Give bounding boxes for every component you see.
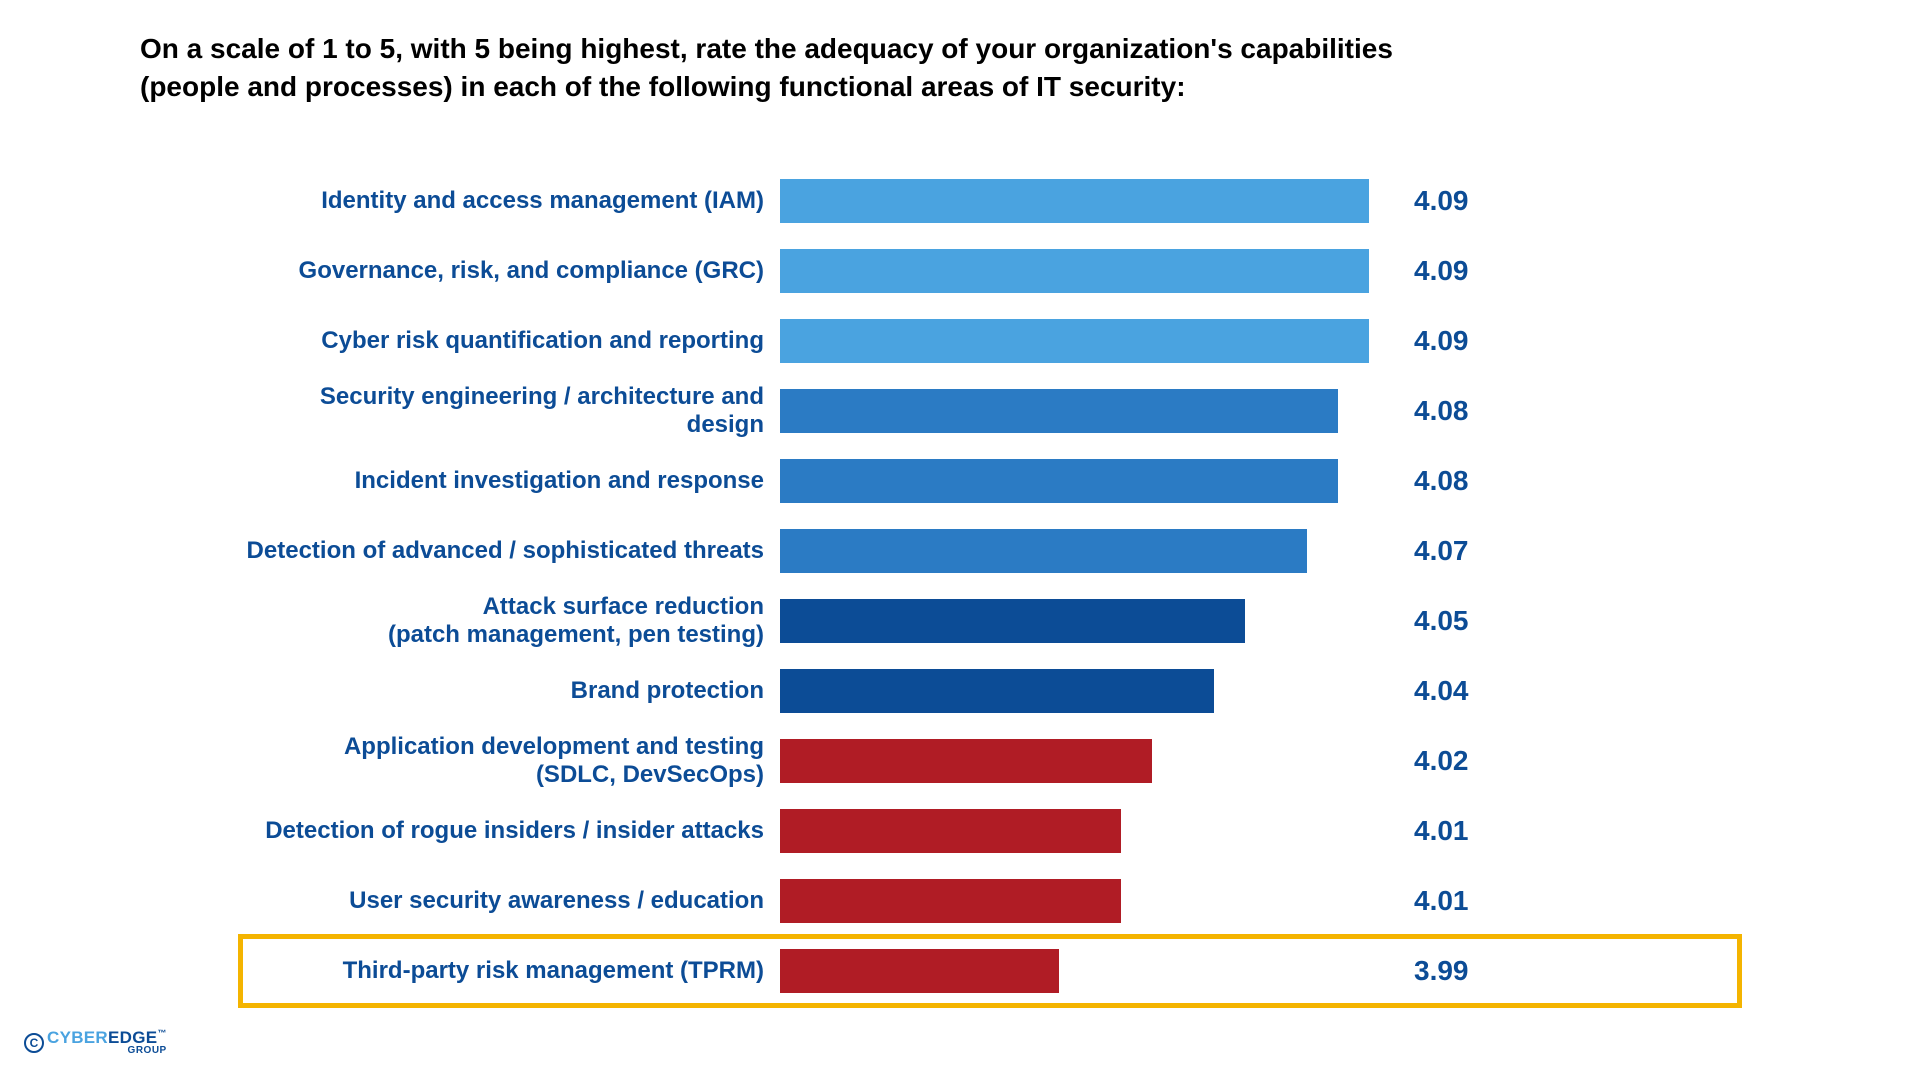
chart-row: Incident investigation and response 4.08 [240, 446, 1740, 516]
bar-zone [780, 949, 1400, 993]
row-value: 4.07 [1414, 535, 1469, 567]
chart-row: Governance, risk, and compliance (GRC) 4.… [240, 236, 1740, 306]
bar [780, 809, 1121, 853]
bar [780, 179, 1369, 223]
row-value: 4.09 [1414, 325, 1469, 357]
row-value: 4.01 [1414, 815, 1469, 847]
chart-row: Security engineering / architecture and … [240, 376, 1740, 446]
copyright-icon: C [24, 1033, 44, 1053]
logo-tm: ™ [157, 1028, 166, 1038]
row-value: 4.01 [1414, 885, 1469, 917]
chart-row: Attack surface reduction(patch managemen… [240, 586, 1740, 656]
bar-zone [780, 739, 1400, 783]
bar [780, 739, 1152, 783]
row-value: 3.99 [1414, 955, 1469, 987]
bar-zone [780, 809, 1400, 853]
bar-zone [780, 249, 1400, 293]
chart-row: Cyber risk quantification and reporting 4… [240, 306, 1740, 376]
row-value: 4.08 [1414, 465, 1469, 497]
bar [780, 599, 1245, 643]
bar [780, 389, 1338, 433]
bar-zone [780, 179, 1400, 223]
row-label: Cyber risk quantification and reporting [240, 327, 780, 355]
bar-zone [780, 669, 1400, 713]
row-value: 4.09 [1414, 255, 1469, 287]
chart-row: Detection of rogue insiders / insider at… [240, 796, 1740, 866]
bar [780, 459, 1338, 503]
bar [780, 529, 1307, 573]
row-label: User security awareness / education [240, 887, 780, 915]
bar-zone [780, 879, 1400, 923]
row-value: 4.08 [1414, 395, 1469, 427]
row-label: Security engineering / architecture and … [240, 383, 780, 438]
row-label: Third-party risk management (TPRM) [240, 957, 780, 985]
bar [780, 249, 1369, 293]
row-label: Attack surface reduction(patch managemen… [240, 593, 780, 648]
cyberedge-logo: C CYBEREDGE™ GROUP [24, 1029, 167, 1056]
bar-zone [780, 319, 1400, 363]
logo-text: CYBEREDGE™ [47, 1029, 167, 1046]
chart-row: Brand protection 4.04 [240, 656, 1740, 726]
bar [780, 319, 1369, 363]
chart-row: User security awareness / education 4.01 [240, 866, 1740, 936]
adequacy-bar-chart: Identity and access management (IAM) 4.09… [240, 166, 1740, 1006]
row-label: Application development and testing(SDLC… [240, 733, 780, 788]
chart-row: Identity and access management (IAM) 4.09 [240, 166, 1740, 236]
chart-row: Application development and testing(SDLC… [240, 726, 1740, 796]
logo-brand1: CYBER [47, 1028, 108, 1047]
row-label: Identity and access management (IAM) [240, 187, 780, 215]
chart-row: Third-party risk management (TPRM) 3.99 [240, 936, 1740, 1006]
row-label: Detection of rogue insiders / insider at… [240, 817, 780, 845]
row-value: 4.05 [1414, 605, 1469, 637]
bar-zone [780, 529, 1400, 573]
chart-title: On a scale of 1 to 5, with 5 being highe… [140, 30, 1420, 106]
bar [780, 949, 1059, 993]
row-value: 4.02 [1414, 745, 1469, 777]
row-label: Detection of advanced / sophisticated th… [240, 537, 780, 565]
row-label: Incident investigation and response [240, 467, 780, 495]
row-label: Governance, risk, and compliance (GRC) [240, 257, 780, 285]
row-value: 4.04 [1414, 675, 1469, 707]
bar-zone [780, 599, 1400, 643]
bar-zone [780, 389, 1400, 433]
row-label: Brand protection [240, 677, 780, 705]
bar [780, 669, 1214, 713]
bar-zone [780, 459, 1400, 503]
bar [780, 879, 1121, 923]
chart-row: Detection of advanced / sophisticated th… [240, 516, 1740, 586]
row-value: 4.09 [1414, 185, 1469, 217]
